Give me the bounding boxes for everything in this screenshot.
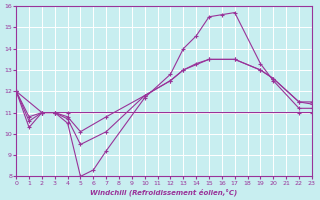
X-axis label: Windchill (Refroidissement éolien,°C): Windchill (Refroidissement éolien,°C) [90,188,238,196]
